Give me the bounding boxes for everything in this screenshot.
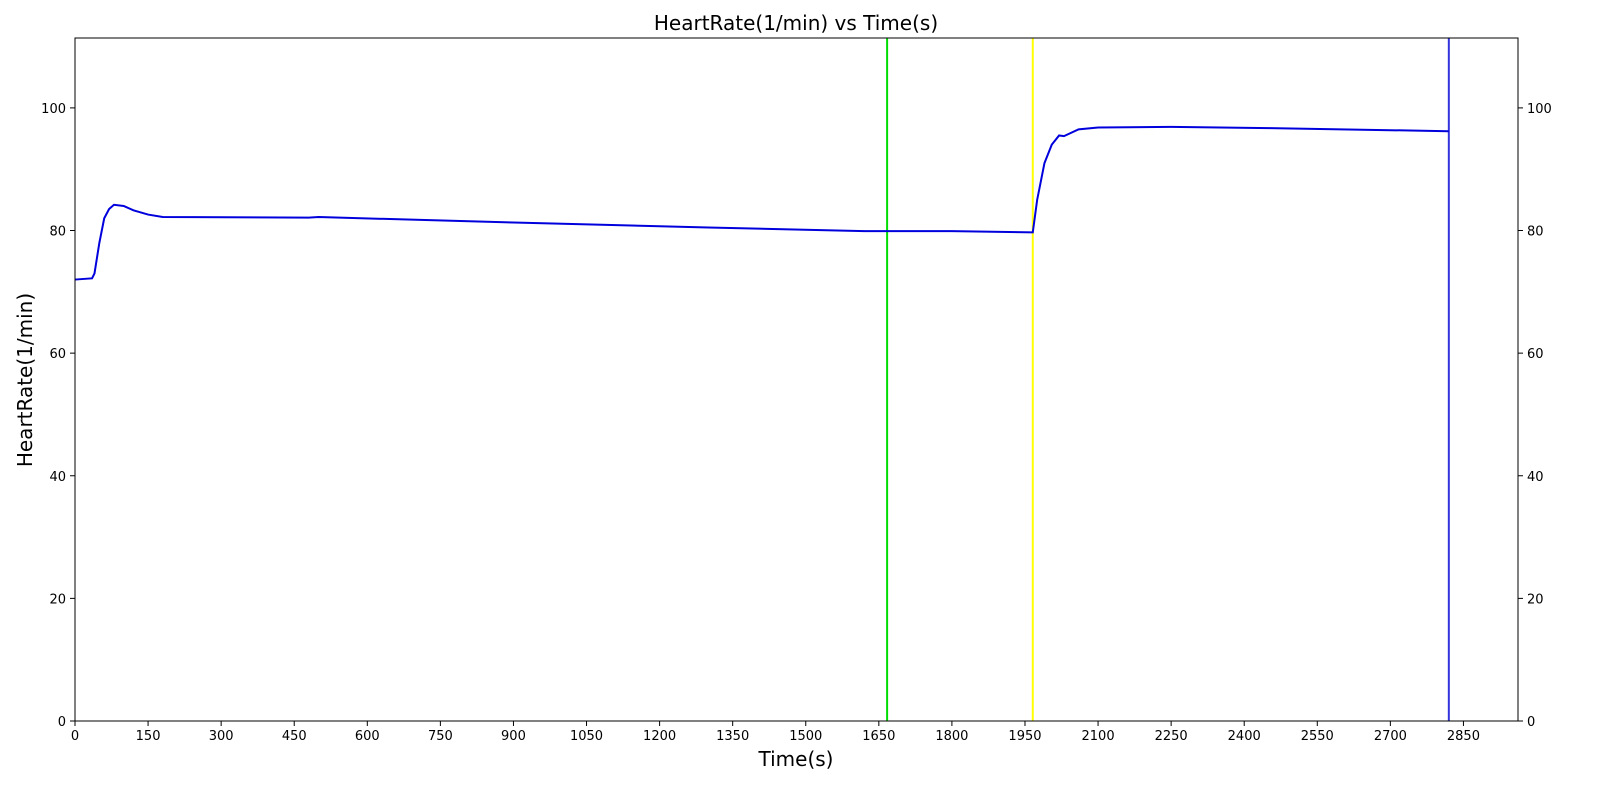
x-tick-label: 1500: [789, 729, 822, 744]
y-axis-label: HeartRate(1/min): [13, 293, 37, 467]
chart-title: HeartRate(1/min) vs Time(s): [654, 11, 938, 35]
x-tick-label: 0: [71, 729, 79, 744]
x-tick-label: 2700: [1374, 729, 1407, 744]
y-tick-label-right: 0: [1527, 715, 1535, 730]
y-tick-label: 80: [49, 225, 66, 240]
x-tick-label: 1950: [1008, 729, 1041, 744]
x-tick-label: 2550: [1301, 729, 1334, 744]
y-tick-label: 100: [41, 102, 66, 117]
x-tick-label: 2400: [1228, 729, 1261, 744]
x-tick-label: 750: [428, 729, 453, 744]
x-tick-label: 2250: [1155, 729, 1188, 744]
x-tick-label: 600: [355, 729, 380, 744]
y-tick-label: 40: [49, 470, 66, 485]
y-tick-label: 0: [58, 715, 66, 730]
x-tick-label: 2850: [1447, 729, 1480, 744]
y-tick-label-right: 80: [1527, 225, 1544, 240]
x-tick-label: 1800: [935, 729, 968, 744]
x-tick-label: 1050: [570, 729, 603, 744]
y-tick-label: 20: [49, 592, 66, 607]
y-tick-label: 60: [49, 347, 66, 362]
y-tick-label-right: 100: [1527, 102, 1552, 117]
y-tick-label-right: 20: [1527, 592, 1544, 607]
x-tick-label: 450: [282, 729, 307, 744]
data-line: [74, 125, 1449, 281]
y-tick-label-right: 40: [1527, 470, 1544, 485]
x-tick-label: 300: [209, 729, 234, 744]
y-tick-label-right: 60: [1527, 347, 1544, 362]
x-axis-label: Time(s): [758, 747, 834, 771]
x-tick-label: 1200: [643, 729, 676, 744]
x-tick-label: 2100: [1082, 729, 1115, 744]
x-tick-label: 150: [136, 729, 161, 744]
plot-frame: [74, 37, 1519, 722]
x-tick-label: 1650: [862, 729, 895, 744]
x-tick-label: 900: [501, 729, 526, 744]
x-tick-label: 1350: [716, 729, 749, 744]
